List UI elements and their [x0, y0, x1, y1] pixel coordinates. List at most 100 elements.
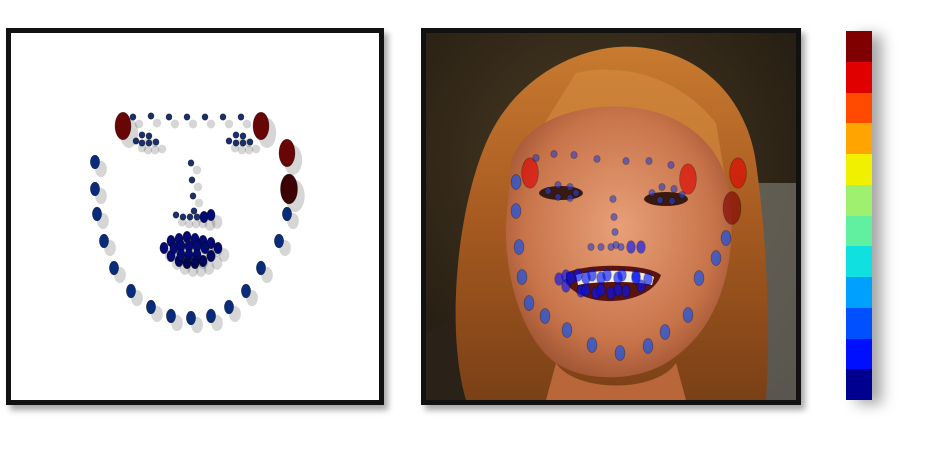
landmark-point: [179, 213, 187, 221]
landmark-point: [187, 159, 195, 167]
colorbar-segment: [846, 92, 872, 124]
landmark-point: [566, 194, 574, 202]
landmark-shadow: [184, 219, 194, 229]
landmark-point: [622, 157, 630, 165]
landmark-point: [561, 279, 571, 293]
landmark-point: [219, 113, 227, 121]
landmark-point: [550, 150, 558, 158]
colorbar-segment: [846, 246, 872, 277]
landmark-point: [280, 173, 298, 205]
landmark-point: [659, 324, 671, 340]
landmark-point: [729, 157, 747, 189]
landmark-shadow: [150, 145, 160, 155]
landmark-point: [206, 308, 216, 324]
landmark-point: [626, 240, 636, 254]
landmark-point: [132, 137, 140, 145]
landmark-shadow: [143, 145, 153, 155]
landmark-point: [165, 113, 173, 121]
landmark-shadow: [193, 182, 203, 192]
colorbar-segment: [846, 307, 872, 339]
landmark-point: [282, 206, 292, 222]
landmark-shadow: [188, 119, 198, 129]
landmark-point: [521, 157, 539, 189]
landmark-shadow: [224, 119, 234, 129]
landmark-point: [636, 240, 646, 254]
landmark-point: [596, 271, 606, 285]
colorbar-segment: [846, 338, 872, 370]
landmark-point: [597, 243, 605, 251]
landmark-point: [658, 183, 666, 191]
landmark-point: [138, 131, 146, 139]
landmark-shadow: [206, 119, 216, 129]
face-and-neck: [505, 106, 732, 400]
landmark-point: [636, 279, 646, 293]
landmark-point: [554, 193, 562, 201]
landmark-points-left: [90, 111, 305, 334]
landmark-point: [648, 189, 656, 197]
landmark-point: [92, 206, 102, 222]
face-photo-overlay-panel: [421, 28, 801, 405]
landmark-point: [145, 132, 153, 140]
landmark-point: [544, 187, 552, 195]
landmark-point: [176, 249, 186, 262]
landmark-shadow: [134, 119, 144, 129]
colorbar-segment: [846, 277, 872, 308]
landmark-shadow: [170, 119, 180, 129]
landmark-point: [516, 269, 528, 285]
colorbar-segment: [846, 123, 872, 154]
landmark-shadow: [192, 165, 202, 175]
landmark-point: [609, 195, 617, 203]
landmark-point: [224, 299, 234, 315]
landmark-point: [720, 230, 732, 246]
landmark-point: [206, 250, 216, 263]
colorbar: [846, 31, 872, 400]
landmark-point: [566, 271, 576, 285]
landmark-point: [561, 322, 573, 338]
landmark-point: [213, 242, 223, 255]
landmark-point: [693, 270, 705, 286]
colorbar-segment: [846, 31, 872, 62]
landmark-point: [643, 272, 653, 286]
landmark-point: [710, 250, 722, 266]
landmark-shadow: [157, 144, 167, 154]
landmark-point: [587, 243, 595, 251]
landmark-point: [668, 197, 676, 205]
landmark-point: [186, 310, 196, 326]
landmark-point: [90, 154, 100, 170]
landmark-point: [129, 113, 137, 121]
landmark-point: [274, 233, 284, 249]
landmark-point: [159, 242, 169, 255]
landmark-point: [152, 138, 160, 146]
landmark-point: [570, 151, 578, 159]
landmark-point: [166, 308, 176, 324]
landmark-point: [539, 308, 551, 324]
landmark-point: [239, 139, 247, 147]
landmark-point: [642, 338, 654, 354]
landmark-shadow: [237, 145, 247, 155]
landmark-point: [621, 284, 631, 298]
landmark-point: [613, 283, 623, 297]
landmark-shadow: [191, 219, 201, 229]
landmark-overlay: [510, 150, 747, 361]
landmark-shadow: [152, 118, 162, 128]
landmark-point: [722, 191, 742, 225]
landmark-shadow: [194, 198, 204, 208]
landmark-point: [596, 283, 606, 297]
landmark-point: [670, 185, 678, 193]
landmark-point: [593, 155, 601, 163]
colorbar-segment: [846, 369, 872, 400]
landmark-point: [613, 271, 623, 285]
landmark-point: [206, 209, 216, 222]
landmark-point: [256, 260, 266, 276]
landmark-point: [631, 271, 641, 285]
landmark-point: [241, 283, 251, 299]
landmark-point: [189, 192, 197, 200]
landmark-point: [232, 139, 240, 147]
landmark-point: [510, 174, 522, 190]
landmark-point: [90, 181, 100, 197]
landmark-point: [252, 111, 270, 141]
landmark-point: [99, 233, 109, 249]
face-photo-overlay: [426, 33, 796, 400]
landmark-point: [188, 176, 196, 184]
landmark-point: [678, 191, 686, 199]
